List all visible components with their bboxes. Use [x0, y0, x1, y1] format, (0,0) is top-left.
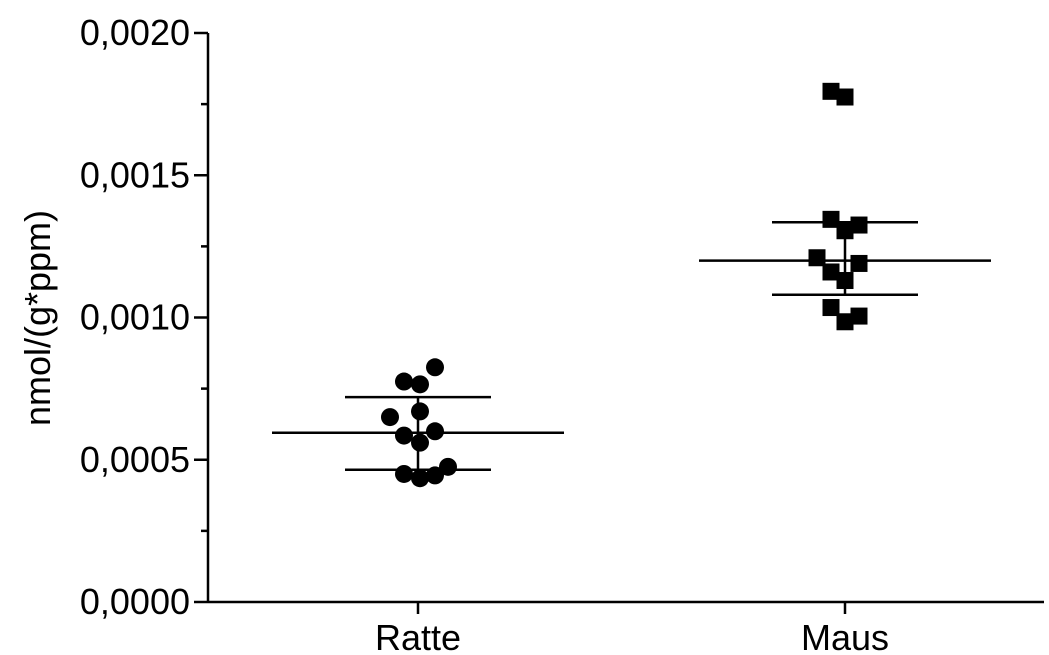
data-point-square [850, 216, 868, 234]
y-tick-label: 0,0010 [80, 297, 190, 338]
data-point-square [850, 307, 868, 325]
axes [206, 33, 1044, 604]
y-tick-label: 0,0015 [80, 154, 190, 195]
data-point-circle [411, 402, 429, 421]
x-category-label: Maus [801, 617, 889, 655]
data-point-circle [439, 457, 457, 476]
x-category-labels: Ratte Maus [375, 602, 889, 655]
data-point-square [850, 254, 868, 272]
data-point-circle [381, 408, 399, 427]
data-point-circle [426, 422, 444, 441]
data-point-circle [426, 358, 444, 377]
data-point-circle [395, 426, 413, 445]
data-point-square [836, 313, 854, 331]
data-point-square [822, 82, 840, 100]
x-category-label: Ratte [375, 617, 461, 655]
data-point-square [822, 210, 840, 228]
data-point-circle [411, 433, 429, 452]
error-bars [272, 220, 991, 471]
data-marks [381, 82, 868, 488]
data-point-circle [411, 469, 429, 488]
data-point-circle [395, 464, 413, 483]
data-point-square [822, 299, 840, 317]
y-tick-label: 0,0020 [80, 12, 190, 53]
data-point-square [836, 88, 854, 106]
data-point-circle [411, 375, 429, 394]
data-point-circle [395, 372, 413, 391]
data-point-square [808, 249, 826, 267]
y-tick-label: 0,0000 [80, 581, 190, 622]
y-axis-title: nmol/(g*ppm) [17, 210, 58, 426]
data-point-square [822, 263, 840, 281]
y-tick-label: 0,0005 [80, 439, 190, 480]
y-ticks: 0,0000 0,0005 0,0010 0,0015 0,0020 [80, 12, 208, 622]
